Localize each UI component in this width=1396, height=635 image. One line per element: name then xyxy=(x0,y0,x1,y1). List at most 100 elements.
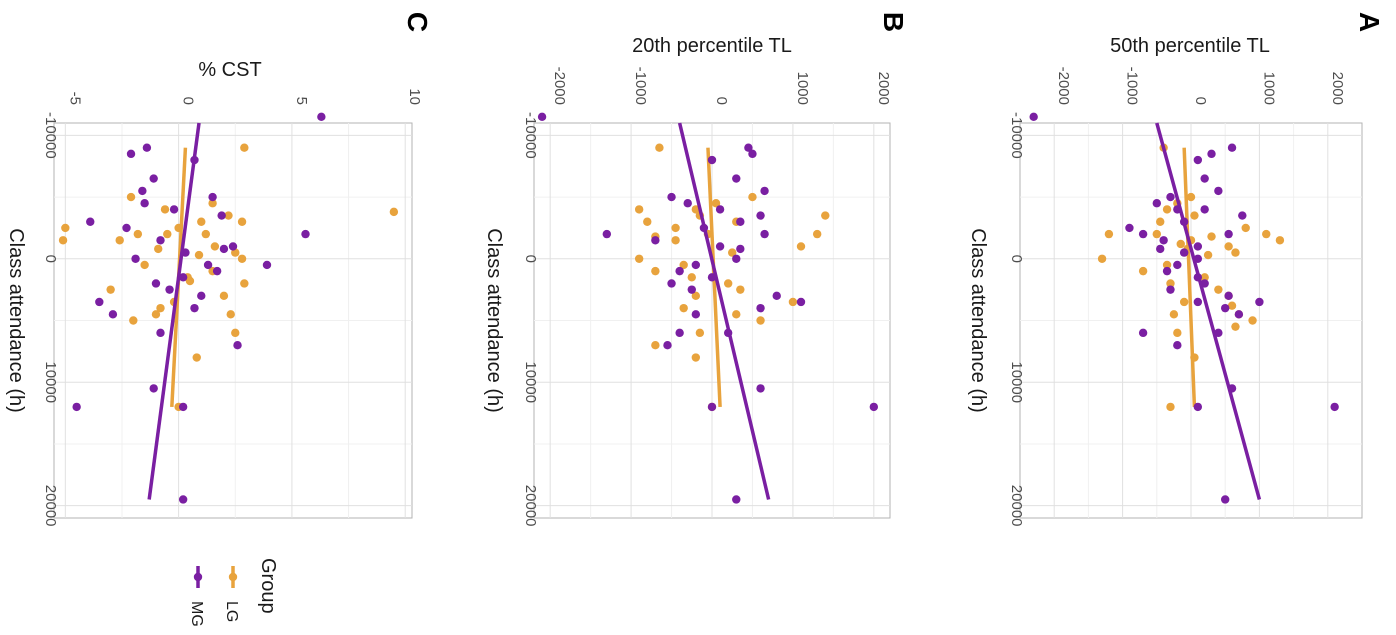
data-point xyxy=(796,242,806,251)
data-point xyxy=(1227,143,1237,152)
series-mg xyxy=(72,112,326,504)
data-point xyxy=(122,223,131,233)
data-point xyxy=(1156,244,1165,254)
data-point xyxy=(691,260,701,270)
data-point xyxy=(537,112,547,122)
y-tick-label: 1000 xyxy=(1260,72,1277,105)
data-point xyxy=(219,291,229,301)
data-point xyxy=(1152,229,1162,239)
data-point xyxy=(133,229,143,239)
data-point xyxy=(715,205,725,214)
series-mg xyxy=(1029,112,1339,504)
data-point xyxy=(683,199,692,208)
data-point xyxy=(1234,310,1244,319)
data-point xyxy=(237,254,247,263)
legend-key-point xyxy=(228,572,238,582)
data-point xyxy=(1173,340,1182,350)
data-point xyxy=(1224,229,1233,239)
data-point xyxy=(301,229,310,239)
data-point xyxy=(86,217,95,226)
data-point xyxy=(140,260,149,270)
data-point xyxy=(226,310,235,319)
data-point xyxy=(736,244,745,254)
panel-c: -5 0 5 10 -10000 0 10000 20000 % CST Class attend… xyxy=(5,12,433,527)
data-point xyxy=(219,244,229,254)
data-point xyxy=(634,254,644,263)
data-point xyxy=(869,402,879,412)
data-point xyxy=(732,495,741,504)
data-point xyxy=(1162,266,1172,276)
data-point xyxy=(711,199,721,208)
data-point xyxy=(169,205,179,214)
data-point xyxy=(1248,316,1257,325)
data-point xyxy=(756,316,765,325)
data-point xyxy=(208,192,217,202)
data-point xyxy=(1186,192,1196,202)
data-point xyxy=(1221,303,1230,313)
data-point xyxy=(663,340,672,350)
data-point xyxy=(1227,301,1237,310)
data-point xyxy=(643,217,652,226)
data-point xyxy=(240,279,249,288)
data-point xyxy=(156,236,165,245)
x-tick-label: 0 xyxy=(1008,255,1025,263)
data-point xyxy=(671,236,680,245)
data-point xyxy=(715,242,725,251)
data-point xyxy=(1138,328,1148,338)
y-axis-title: 50th percentile TL xyxy=(1110,35,1270,57)
data-point xyxy=(1193,402,1203,412)
y-tick-label: -1000 xyxy=(1124,67,1141,105)
data-point xyxy=(1207,232,1216,241)
x-tick-label: 10000 xyxy=(522,361,539,403)
data-point xyxy=(1203,250,1213,260)
data-point xyxy=(760,186,769,196)
data-point xyxy=(679,260,688,270)
y-tick-label: -5 xyxy=(66,92,83,105)
data-point xyxy=(651,236,660,245)
y-axis-title: 20th percentile TL xyxy=(632,35,792,57)
data-point xyxy=(138,186,147,196)
data-point xyxy=(1224,291,1233,301)
data-point xyxy=(154,244,163,254)
legend: Group LG MG xyxy=(188,558,279,627)
data-point xyxy=(140,199,149,208)
data-point xyxy=(1190,211,1199,220)
panel-label: B xyxy=(878,12,909,32)
data-point xyxy=(667,192,676,202)
data-point xyxy=(1221,495,1230,504)
series-mg xyxy=(537,112,879,504)
data-point xyxy=(691,291,701,301)
data-point xyxy=(687,273,696,282)
data-point xyxy=(728,248,737,257)
y-axis-title: % CST xyxy=(198,59,261,81)
data-point xyxy=(317,112,326,122)
data-point xyxy=(602,229,612,239)
data-point xyxy=(651,266,660,276)
data-point xyxy=(744,143,753,152)
data-point xyxy=(389,207,399,217)
data-point xyxy=(115,236,124,245)
data-point xyxy=(1169,310,1179,319)
data-point xyxy=(58,236,68,245)
data-point xyxy=(1104,229,1114,239)
data-point xyxy=(1207,149,1216,159)
data-point xyxy=(178,495,188,504)
x-tick-label: 10000 xyxy=(42,361,59,403)
panel-b: -2000 -1000 0 1000 2000-100000100002000020th… xyxy=(483,12,909,527)
x-axis-title: Class attendance (h) xyxy=(5,228,27,413)
data-point xyxy=(203,260,213,270)
data-point xyxy=(1138,229,1148,239)
data-point xyxy=(262,260,272,270)
data-point xyxy=(732,254,741,263)
x-tick-label: 0 xyxy=(522,255,539,263)
data-point xyxy=(1241,223,1250,233)
data-point xyxy=(1166,279,1175,288)
data-point xyxy=(108,310,118,319)
data-point xyxy=(156,303,165,313)
data-point xyxy=(240,143,249,152)
data-point xyxy=(231,328,240,338)
data-point xyxy=(190,303,199,313)
data-point xyxy=(61,223,70,233)
data-point xyxy=(1179,297,1189,307)
